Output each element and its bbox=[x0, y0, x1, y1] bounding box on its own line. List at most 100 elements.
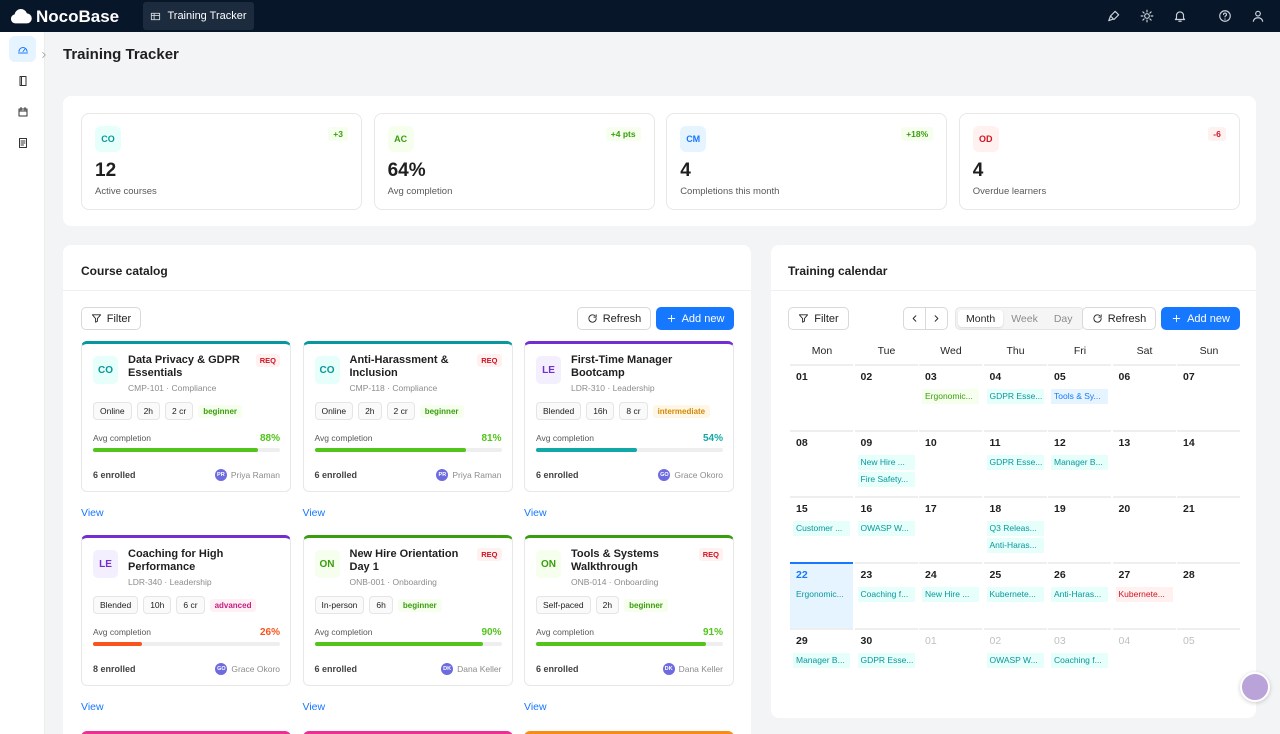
add-button[interactable]: Add new bbox=[1161, 307, 1240, 330]
day-cell[interactable]: 05 bbox=[1177, 628, 1240, 694]
view-link[interactable]: View bbox=[524, 701, 547, 713]
view-link[interactable]: View bbox=[524, 507, 547, 519]
calendar-event[interactable]: New Hire ... bbox=[922, 587, 979, 602]
day-cell[interactable]: 05 Tools & Sy... bbox=[1048, 364, 1111, 430]
top-icon[interactable] bbox=[1107, 9, 1121, 23]
day-cell[interactable]: 18 Q3 Releas... Anti-Haras... bbox=[983, 496, 1047, 562]
day-cell[interactable]: 04 bbox=[1112, 628, 1176, 694]
prev-button[interactable] bbox=[903, 307, 926, 330]
icon bbox=[1140, 9, 1154, 23]
calendar-event[interactable]: GDPR Esse... bbox=[986, 389, 1044, 404]
day-cell[interactable]: 12 Manager B... bbox=[1048, 430, 1111, 496]
progress-bar bbox=[536, 448, 637, 452]
top-icon[interactable] bbox=[1218, 9, 1232, 23]
calendar-event[interactable]: Ergonomic... bbox=[922, 389, 979, 404]
day-cell[interactable]: 16 OWASP W... bbox=[854, 496, 918, 562]
calendar-event[interactable]: Coaching f... bbox=[1051, 653, 1108, 668]
side-item[interactable] bbox=[9, 68, 36, 94]
day-cell[interactable]: 14 bbox=[1177, 430, 1240, 496]
calendar-event[interactable]: Kubernete... bbox=[986, 587, 1044, 602]
calendar-event[interactable]: GDPR Esse... bbox=[857, 653, 915, 668]
day-cell[interactable]: 17 bbox=[919, 496, 982, 562]
stat-value: 4 bbox=[680, 160, 691, 181]
top-icon[interactable] bbox=[1140, 9, 1154, 23]
refresh-button[interactable]: Refresh bbox=[577, 307, 651, 330]
view-option[interactable]: Day bbox=[1053, 312, 1073, 325]
view-link[interactable]: View bbox=[302, 507, 326, 519]
day-cell[interactable]: 25 Kubernete... bbox=[983, 562, 1047, 628]
calendar-event[interactable]: OWASP W... bbox=[986, 653, 1044, 668]
calendar-event[interactable]: Coaching f... bbox=[857, 587, 915, 602]
refresh-button[interactable]: Refresh bbox=[1082, 307, 1156, 330]
calendar-event[interactable]: Manager B... bbox=[793, 653, 850, 668]
day-cell[interactable]: 28 bbox=[1177, 562, 1240, 628]
view-link[interactable]: View bbox=[81, 701, 104, 713]
calendar-event[interactable]: Customer ... bbox=[793, 521, 850, 536]
day-cell[interactable]: 02 OWASP W... bbox=[983, 628, 1047, 694]
day-cell[interactable]: 02 bbox=[854, 364, 918, 430]
view-link[interactable]: View bbox=[302, 701, 326, 713]
calendar-event[interactable]: Tools & Sy... bbox=[1051, 389, 1108, 404]
stat-card: CO +3 12 Active courses bbox=[81, 113, 362, 210]
day-cell[interactable]: 08 bbox=[790, 430, 853, 496]
day-cell[interactable]: 19 bbox=[1048, 496, 1111, 562]
side-item[interactable] bbox=[9, 36, 36, 62]
day-cell[interactable]: 04 GDPR Esse... bbox=[983, 364, 1047, 430]
day-cell[interactable]: 03 Ergonomic... bbox=[919, 364, 982, 430]
icon bbox=[1093, 314, 1102, 323]
calendar-event[interactable]: Kubernete... bbox=[1115, 587, 1173, 602]
day-cell[interactable]: 27 Kubernete... bbox=[1112, 562, 1176, 628]
day-cell[interactable]: 21 bbox=[1177, 496, 1240, 562]
course-badge: ON bbox=[314, 550, 340, 578]
day-cell[interactable]: 23 Coaching f... bbox=[854, 562, 918, 628]
completion-label: Avg completion bbox=[93, 433, 151, 443]
next-button[interactable] bbox=[925, 307, 948, 330]
course-title: Tools & Systems Walkthrough bbox=[571, 548, 659, 573]
view-option[interactable]: Week bbox=[1011, 312, 1038, 325]
top-icon[interactable] bbox=[1251, 9, 1265, 23]
side-item[interactable] bbox=[9, 130, 36, 156]
day-cell[interactable]: 06 bbox=[1112, 364, 1176, 430]
calendar-event[interactable]: Fire Safety... bbox=[857, 472, 915, 487]
day-cell[interactable]: 07 bbox=[1177, 364, 1240, 430]
stat-label: Overdue learners bbox=[972, 186, 1047, 197]
day-cell[interactable]: 03 Coaching f... bbox=[1048, 628, 1111, 694]
day-cell[interactable]: 24 New Hire ... bbox=[919, 562, 982, 628]
divider bbox=[771, 290, 1256, 291]
day-cell[interactable]: 13 bbox=[1112, 430, 1176, 496]
view-option[interactable]: Month bbox=[958, 310, 1004, 327]
nav-tab[interactable]: Training Tracker bbox=[143, 2, 254, 30]
day-cell[interactable]: 09 New Hire ... Fire Safety... bbox=[854, 430, 918, 496]
filter-button[interactable]: Filter bbox=[788, 307, 849, 330]
calendar-event[interactable]: Anti-Haras... bbox=[1051, 587, 1108, 602]
progress-track bbox=[536, 448, 723, 452]
day-cell[interactable]: 01 bbox=[790, 364, 853, 430]
view-link[interactable]: View bbox=[81, 507, 104, 519]
filter-button[interactable]: Filter bbox=[81, 307, 141, 330]
day-cell[interactable]: 22 Ergonomic... bbox=[790, 562, 853, 628]
course-tag: 2h bbox=[358, 402, 382, 420]
day-cell[interactable]: 30 GDPR Esse... bbox=[854, 628, 918, 694]
top-icon[interactable] bbox=[1173, 9, 1187, 23]
calendar-event[interactable]: Q3 Releas... bbox=[986, 521, 1044, 536]
calendar-event[interactable]: Ergonomic... bbox=[796, 589, 844, 599]
day-cell[interactable]: 29 Manager B... bbox=[790, 628, 853, 694]
calendar-event[interactable]: OWASP W... bbox=[857, 521, 915, 536]
day-cell[interactable]: 01 bbox=[919, 628, 982, 694]
icon bbox=[17, 47, 28, 54]
day-cell[interactable]: 26 Anti-Haras... bbox=[1048, 562, 1111, 628]
day-cell[interactable]: 15 Customer ... bbox=[790, 496, 853, 562]
calendar-event[interactable]: GDPR Esse... bbox=[986, 455, 1044, 470]
calendar-event[interactable]: Anti-Haras... bbox=[986, 538, 1044, 553]
enrolled-count: 8 enrolled bbox=[93, 664, 136, 674]
day-cell[interactable]: 10 bbox=[919, 430, 982, 496]
add-button[interactable]: Add new bbox=[656, 307, 734, 330]
assistant-avatar[interactable] bbox=[1240, 672, 1270, 702]
calendar-event[interactable]: New Hire ... bbox=[857, 455, 915, 470]
calendar-event[interactable]: Manager B... bbox=[1051, 455, 1108, 470]
day-cell[interactable]: 20 bbox=[1112, 496, 1176, 562]
weekday: Wed bbox=[940, 345, 962, 357]
day-cell[interactable]: 11 GDPR Esse... bbox=[983, 430, 1047, 496]
sidebar-toggle[interactable] bbox=[39, 47, 51, 59]
side-item[interactable] bbox=[9, 99, 36, 125]
